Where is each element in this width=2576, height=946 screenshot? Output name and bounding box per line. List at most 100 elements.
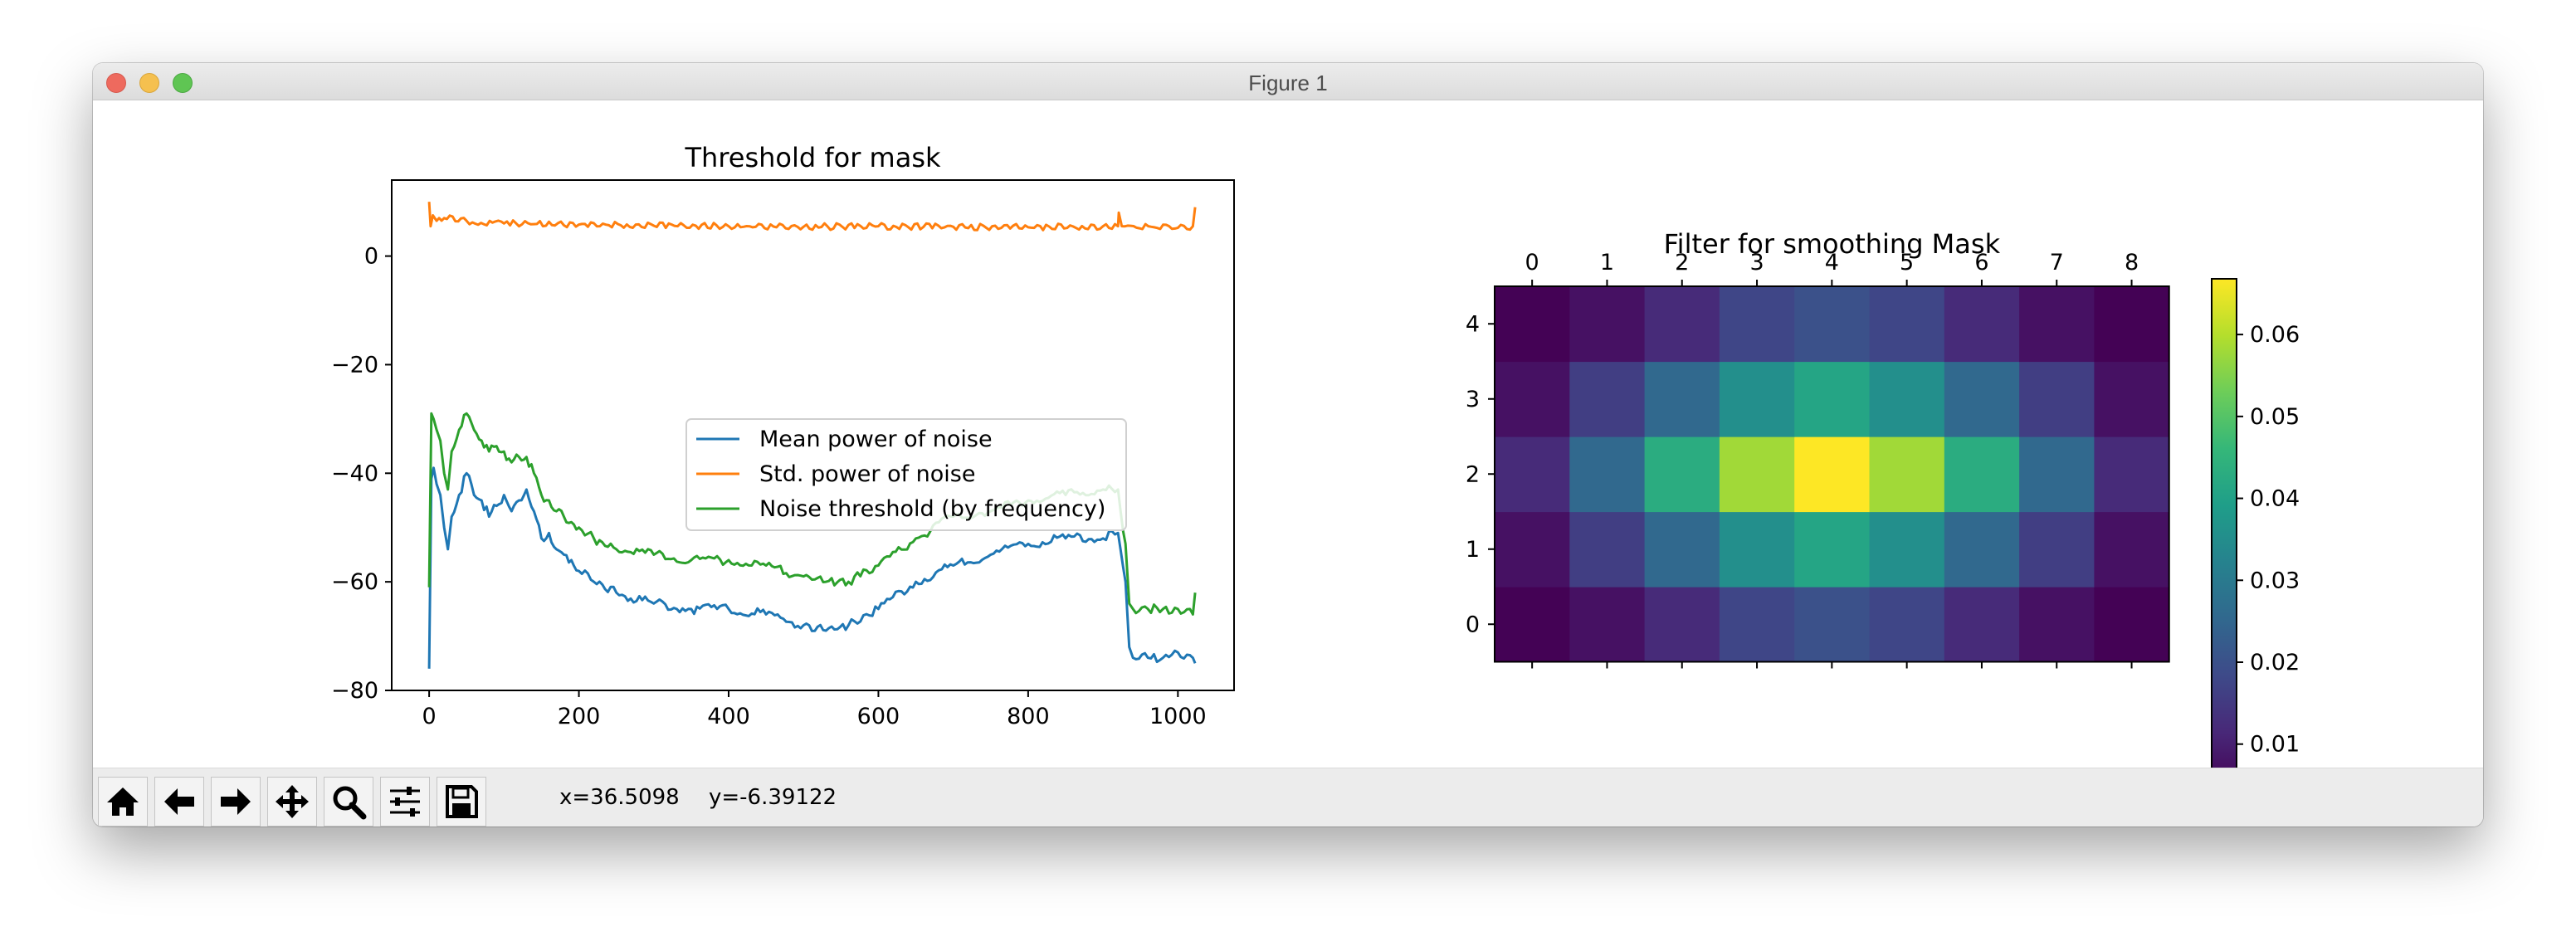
figure-canvas[interactable]: Threshold for mask 0 200 400 600 800 1000 0 −20−… [93,100,2483,790]
heatmap-cell [1944,587,2020,663]
close-window-button[interactable] [106,73,126,93]
forward-button[interactable] [211,777,261,827]
line-chart-frame [391,179,1235,691]
y-tick-label: 0 [364,244,378,270]
navigation-toolbar: x=36.5098 y=-6.39122 [93,768,2483,827]
heatmap-cell [1719,587,1795,663]
colorbar-tick-label: 0.04 [2250,486,2300,512]
heatmap-cell [1569,436,1646,513]
heatmap-cell [1495,286,1570,363]
heatmap-y-tick-label: 4 [1466,311,1480,337]
heatmap-cell [1719,286,1795,363]
heatmap-cell [2019,286,2095,363]
heatmap-cell [2019,436,2095,513]
heatmap-y-tick-label: 1 [1466,537,1480,563]
minimize-window-button[interactable] [139,73,159,93]
heatmap-cell [1644,587,1720,663]
magnifier-icon [333,786,367,820]
heatmap-cell [1644,511,1720,588]
y-tick-label: −20 [331,352,378,378]
configure-subplots-button[interactable] [380,777,430,827]
heatmap-y-tick-label: 2 [1466,461,1480,487]
home-button[interactable] [98,777,148,827]
x-tick-label: 200 [558,704,601,729]
arrow-left-icon [164,788,194,815]
x-tick-label: 800 [1007,704,1050,729]
colorbar-tick-label: 0.06 [2250,322,2300,348]
heatmap-cell [1719,511,1795,588]
heatmap-cell [1644,361,1720,437]
heatmap-x-tick-label: 1 [1600,250,1614,276]
legend-label-3: Noise threshold (by frequency) [759,496,1105,522]
zoom-button[interactable] [324,777,373,827]
heatmap-cell [1794,587,1871,663]
figure-window: Figure 1 Threshold for mask 0 200 400 600 800… [93,63,2483,827]
heatmap-cell [1944,286,2020,363]
heatmap-x-tick-label: 7 [2050,250,2064,276]
heatmap-cell [2019,511,2095,588]
heatmap-x-tick-label: 8 [2125,250,2139,276]
heatmap-cell [1569,361,1646,437]
back-button[interactable] [154,777,204,827]
colorbar-tick-label: 0.01 [2250,732,2300,758]
heatmap-y-tick-label: 3 [1466,387,1480,412]
arrow-right-icon [221,788,251,815]
heatmap-x-tick-label: 6 [1974,250,1988,276]
heatmap-cell [1944,361,2020,437]
title-bar[interactable]: Figure 1 [93,63,2483,100]
x-tick-label: 600 [857,704,900,729]
heatmap-cell [1869,587,1945,663]
y-tick-label: −80 [331,678,378,704]
heatmap-cell [2019,361,2095,437]
heatmap-cell [1944,436,2020,513]
heatmap-x-tick-label: 2 [1675,250,1689,276]
heatmap-cell [1644,286,1720,363]
pan-button[interactable] [267,777,317,827]
y-tick-label: −40 [331,461,378,486]
heatmap-cell [1869,511,1945,588]
zoom-window-button[interactable] [173,73,193,93]
heatmap-cell [1495,511,1570,588]
sliders-icon [390,787,420,817]
line-chart-title: Threshold for mask [684,142,941,173]
move-icon [276,785,309,818]
x-tick-label: 0 [422,704,437,729]
heatmap-cell [1495,587,1570,663]
legend-label-1: Mean power of noise [759,427,993,452]
heatmap-cell [1644,436,1720,513]
heatmap-cell [2094,286,2170,363]
home-icon [107,788,139,816]
heatmap-cell [1719,436,1795,513]
heatmap-cell [1794,286,1871,363]
heatmap-cell [1944,511,2020,588]
heatmap-cell [1869,286,1945,363]
heatmap-x-tick-label: 3 [1749,250,1764,276]
series-line-1 [427,466,1197,669]
heatmap-cell [1869,436,1945,513]
colorbar-tick-label: 0.02 [2250,650,2300,675]
colorbar-tick-label: 0.05 [2250,404,2300,430]
heatmap-cell [2094,436,2170,513]
heatmap-cell [1794,511,1871,588]
heatmap-cell [1869,361,1945,437]
heatmap-cell [1794,436,1871,513]
y-tick-label: −60 [331,569,378,595]
x-tick-label: 400 [707,704,750,729]
heatmap-cell [1794,361,1871,437]
heatmap-x-tick-label: 0 [1525,250,1539,276]
heatmap-cell [2094,361,2170,437]
floppy-disk-icon [446,785,478,818]
series-line-2 [427,202,1197,232]
heatmap-cell [1569,587,1646,663]
heatmap-cell [1495,436,1570,513]
heatmap-cell [1719,361,1795,437]
save-button[interactable] [437,777,486,827]
heatmap-cell [1495,361,1570,437]
heatmap-cell [2094,587,2170,663]
heatmap-x-tick-label: 4 [1825,250,1839,276]
heatmap-title: Filter for smoothing Mask [1664,228,2001,260]
heatmap-cell [2019,587,2095,663]
heatmap-cell [1569,286,1646,363]
heatmap-x-tick-label: 5 [1900,250,1914,276]
